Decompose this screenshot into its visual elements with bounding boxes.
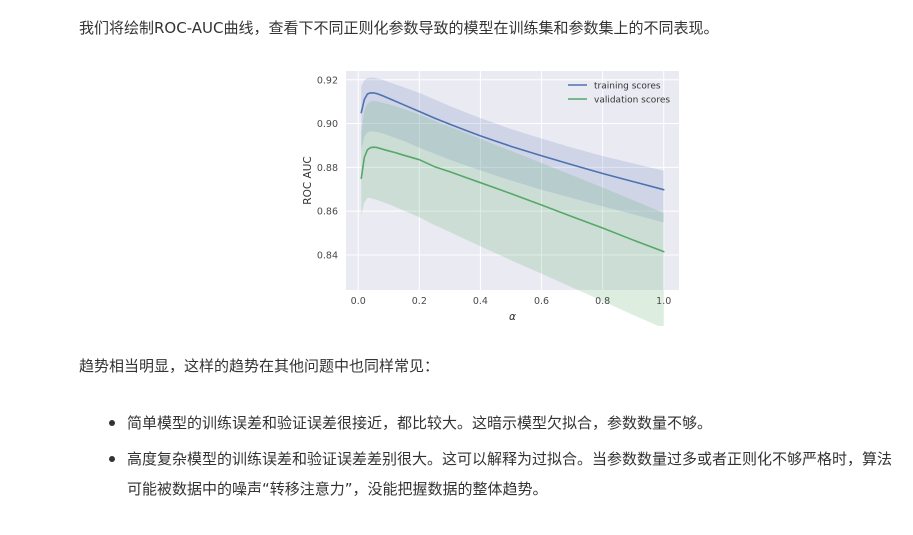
y-tick-label: 0.88 bbox=[317, 163, 338, 174]
series-lines bbox=[360, 92, 665, 253]
bullet-dot-icon bbox=[109, 456, 115, 462]
bullet-text: 简单模型的训练误差和验证误差很接近，都比较大。这暗示模型欠拟合，参数数量不够。 bbox=[127, 414, 713, 432]
bullet-list: 简单模型的训练误差和验证误差很接近，都比较大。这暗示模型欠拟合，参数数量不够。 … bbox=[106, 408, 906, 510]
x-tick-label: 0.6 bbox=[534, 296, 549, 307]
y-tick-label: 0.86 bbox=[317, 207, 338, 218]
x-tick-label: 1.0 bbox=[656, 296, 671, 307]
validation-band bbox=[361, 101, 664, 326]
x-tick-label: 0.2 bbox=[412, 296, 427, 307]
list-item: 高度复杂模型的训练误差和验证误差差别很大。这可以解释为过拟合。当参数数量过多或者… bbox=[106, 444, 906, 504]
trend-paragraph: 趋势相当明显，这样的趋势在其他问题中也同样常见： bbox=[79, 357, 440, 375]
chart-svg: 0.0 0.2 0.4 0.6 0.8 1.0 0.84 0.86 0.88 0.90 0.92 R… bbox=[302, 71, 679, 326]
x-axis-label: α bbox=[509, 311, 516, 323]
y-tick-label: 0.84 bbox=[317, 250, 338, 261]
tick-labels: 0.0 0.2 0.4 0.6 0.8 1.0 0.84 0.86 0.88 0.90 0.92 bbox=[317, 75, 671, 307]
y-tick-label: 0.92 bbox=[317, 75, 338, 86]
x-tick-label: 0.4 bbox=[473, 296, 488, 307]
bullet-text: 高度复杂模型的训练误差和验证误差差别很大。这可以解释为过拟合。当参数数量过多或者… bbox=[127, 450, 893, 498]
y-tick-label: 0.90 bbox=[317, 119, 338, 130]
training-line bbox=[360, 92, 665, 191]
validation-line bbox=[360, 146, 665, 253]
list-item: 简单模型的训练误差和验证误差很接近，都比较大。这暗示模型欠拟合，参数数量不够。 bbox=[106, 408, 906, 438]
grid-lines bbox=[346, 71, 679, 290]
y-axis-label: ROC AUC bbox=[302, 156, 314, 204]
plot-background bbox=[346, 71, 679, 290]
legend-label-training: training scores bbox=[594, 82, 661, 92]
x-tick-label: 0.0 bbox=[351, 296, 366, 307]
legend-label-validation: validation scores bbox=[594, 96, 670, 106]
confidence-bands bbox=[361, 77, 664, 326]
training-band bbox=[361, 77, 664, 223]
bullet-dot-icon bbox=[109, 420, 115, 426]
legend: training scores validation scores bbox=[568, 82, 670, 106]
x-tick-label: 0.8 bbox=[595, 296, 610, 307]
intro-paragraph: 我们将绘制ROC-AUC曲线，查看下不同正则化参数导致的模型在训练集和参数集上的… bbox=[79, 19, 719, 37]
roc-auc-chart: 0.0 0.2 0.4 0.6 0.8 1.0 0.84 0.86 0.88 0.90 0.92 R… bbox=[296, 64, 691, 326]
